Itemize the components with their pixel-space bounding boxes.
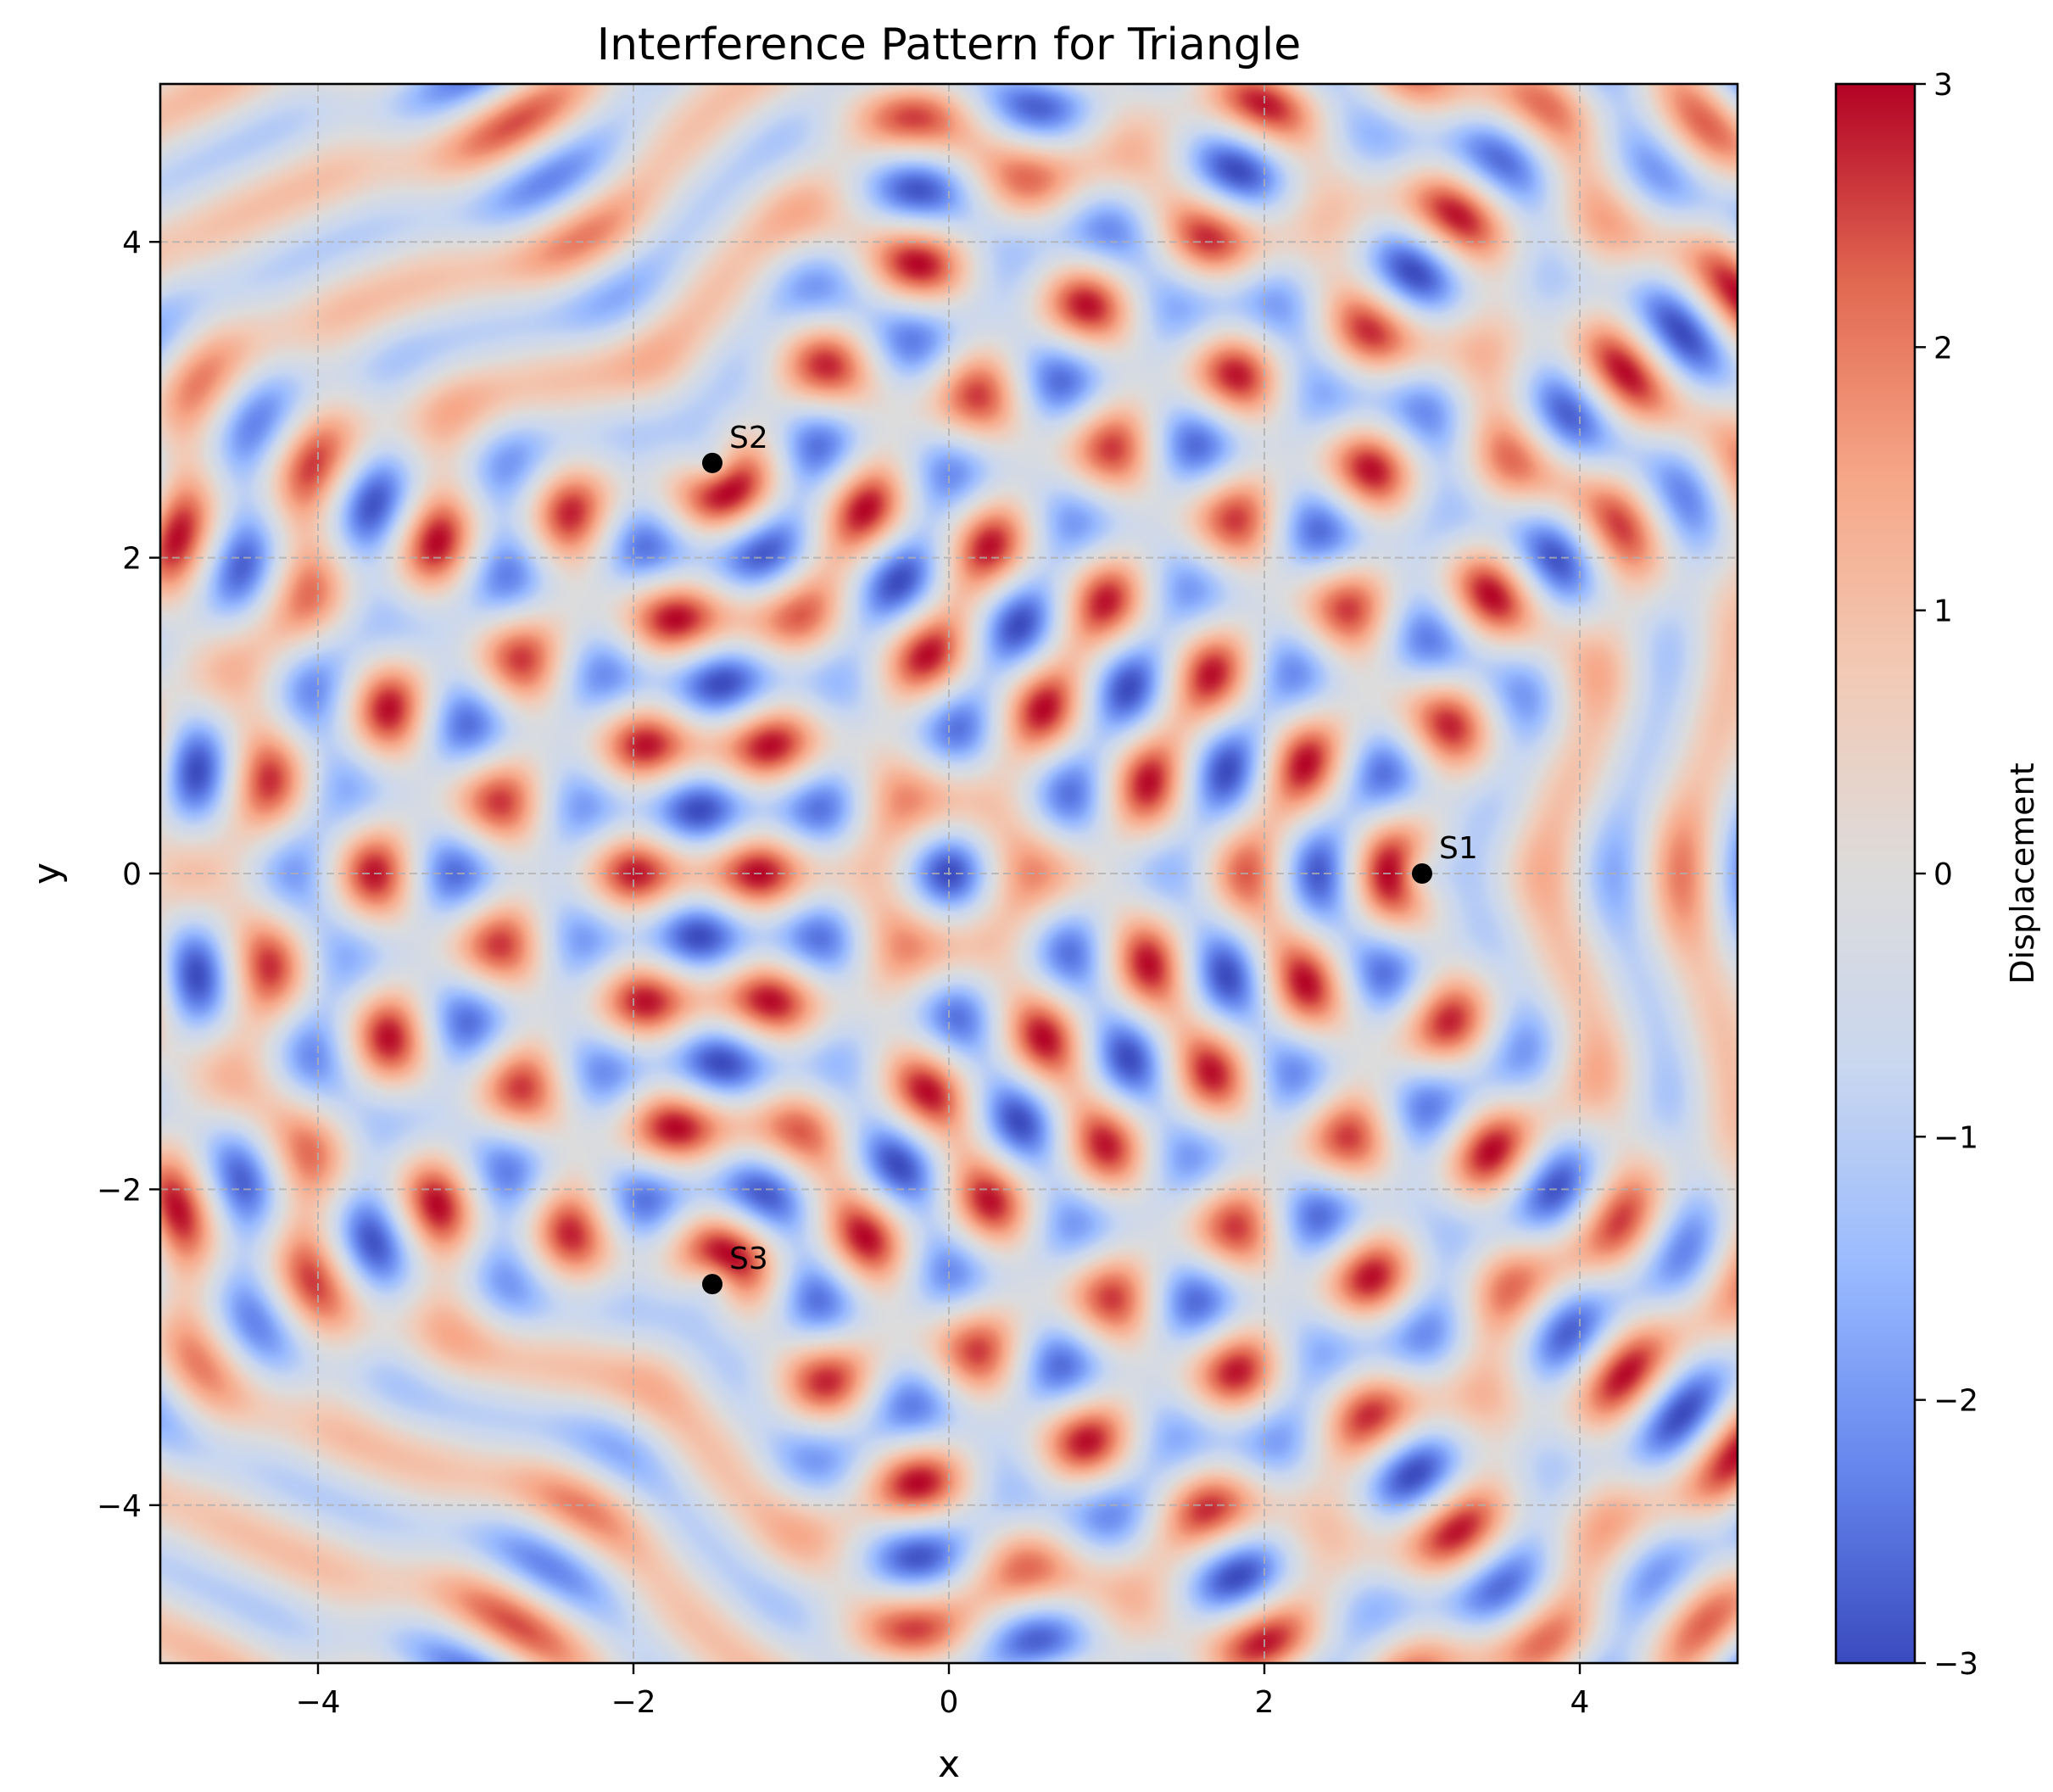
y-tick-label: −2 [97, 1173, 142, 1208]
y-tick-label: 0 [122, 857, 142, 892]
x-tick-label: 2 [1255, 1685, 1275, 1720]
chart-title: Interference Pattern for Triangle [597, 20, 1302, 70]
y-tick-label: 2 [122, 542, 142, 577]
colorbar-tick-label: 0 [1933, 857, 1953, 892]
source-label: S2 [729, 421, 768, 455]
grid [160, 84, 1738, 1663]
colorbar-tick-label: −1 [1933, 1120, 1978, 1155]
source-point-s3 [702, 1274, 722, 1295]
y-axis-label: y [25, 863, 69, 885]
colorbar-gradient [1836, 84, 1915, 1663]
colorbar-ticks: 3 2 1 0 −1 −2 −3 [1915, 68, 1978, 1682]
colorbar-label: Displacement [2004, 762, 2041, 984]
source-markers: S1 S2 S3 [702, 421, 1478, 1295]
colorbar-tick-label: −3 [1933, 1647, 1978, 1682]
x-axis-label: x [938, 1743, 960, 1786]
y-axis-ticks: −4 −2 0 2 4 [97, 226, 160, 1524]
source-point-s2 [702, 452, 722, 473]
source-label: S1 [1439, 831, 1478, 866]
colorbar-tick-label: 2 [1933, 331, 1953, 366]
source-label: S3 [729, 1242, 768, 1276]
x-axis-ticks: −4 −2 0 2 4 [295, 1663, 1589, 1720]
y-tick-label: −4 [97, 1489, 142, 1524]
x-tick-label: −4 [295, 1685, 340, 1720]
x-tick-label: 4 [1570, 1685, 1590, 1720]
colorbar-tick-label: 3 [1933, 68, 1953, 103]
x-tick-label: −2 [611, 1685, 656, 1720]
colorbar-tick-label: 1 [1933, 595, 1953, 629]
colorbar-tick-label: −2 [1933, 1384, 1978, 1419]
colorbar-frame [1834, 82, 1916, 1665]
source-point-s1 [1412, 863, 1432, 884]
y-tick-label: 4 [122, 226, 142, 260]
x-tick-label: 0 [940, 1685, 959, 1720]
